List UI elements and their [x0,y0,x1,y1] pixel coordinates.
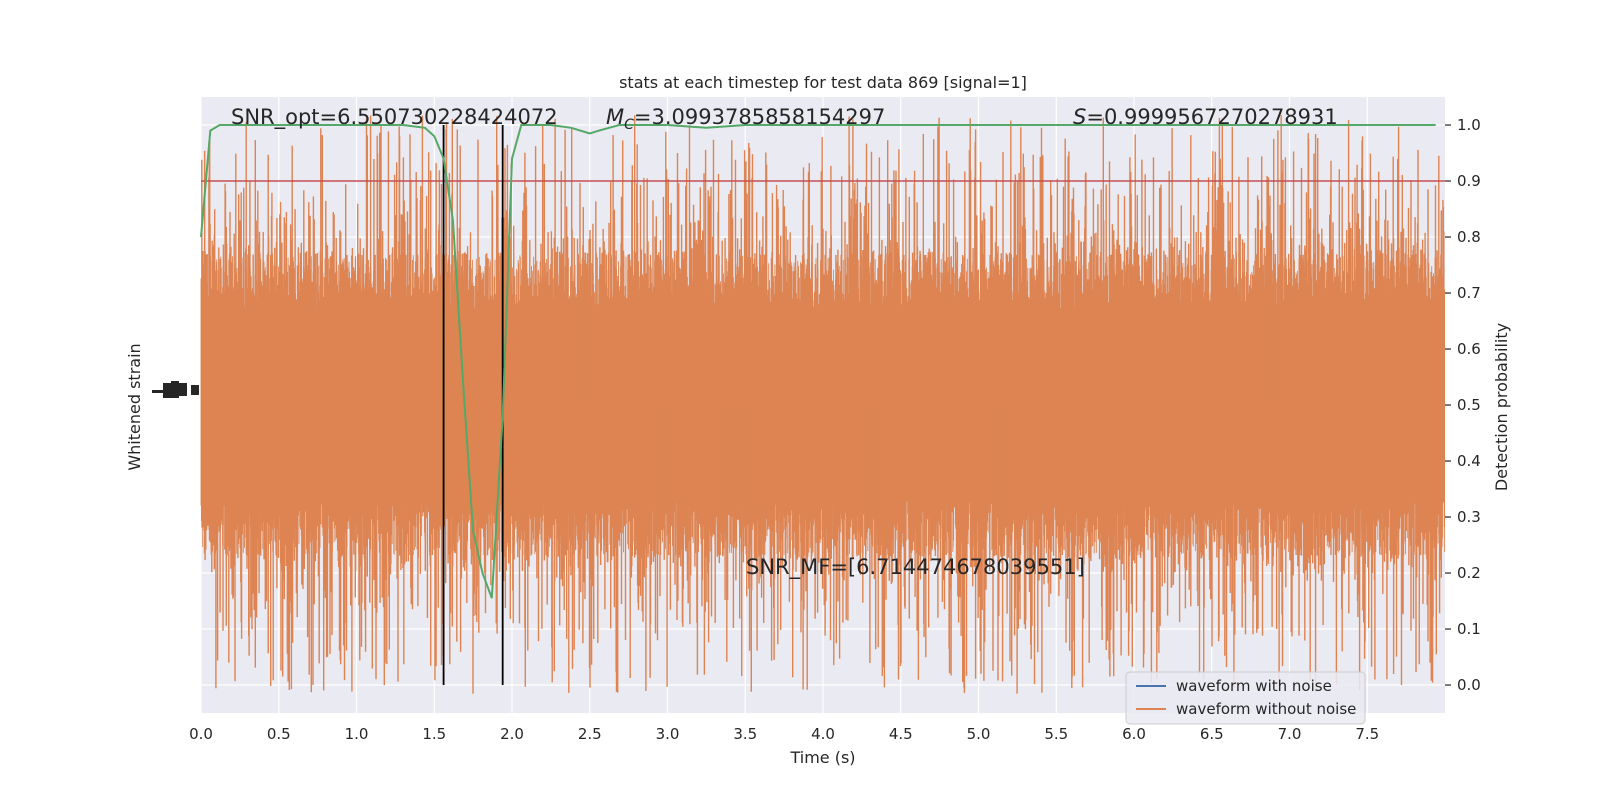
y-tick-label: 0.1 [1457,620,1481,638]
x-tick-label: 5.5 [1044,725,1068,743]
y-tick-label: 0.4 [1457,452,1481,470]
x-tick-label: 0.0 [189,725,213,743]
left-axis-tick-mark [191,385,199,395]
strain-series [200,115,1446,694]
chart-title: stats at each timestep for test data 869… [619,73,1027,92]
x-axis-ticks: 0.0 0.5 1.0 1.5 2.0 2.5 3.0 3.5 4.0 4.5 5.0 5.5 6.0 6… [189,725,1379,743]
legend: waveform with noise waveform without noi… [1125,671,1366,725]
y-tick-label: 0.2 [1457,564,1481,582]
legend-box [1125,671,1366,725]
right-axis-label: Detection probability [1492,323,1511,491]
snr-mf-annotation: SNR_MF=[6.714474678039551] [746,555,1085,580]
y-tick-label: 0.0 [1457,676,1481,694]
left-axis-tick-marks [152,381,199,398]
strain-spikes [201,115,1445,694]
y-tick-label: 0.5 [1457,396,1481,414]
s-value: =0.9999567270278931 [1086,105,1337,129]
mc-value: =3.0993785858154297 [634,105,885,129]
x-axis-label: Time (s) [789,748,855,767]
detection-probability-line [200,124,1436,599]
left-axis-tick-mark [179,383,187,396]
x-tick-label: 6.5 [1200,725,1224,743]
x-tick-label: 4.5 [889,725,913,743]
mc-annotation: MC=3.0993785858154297 [606,105,885,133]
y-tick-label: 0.6 [1457,340,1481,358]
x-tick-label: 6.0 [1122,725,1146,743]
x-tick-label: 1.0 [345,725,369,743]
x-tick-label: 3.0 [656,725,680,743]
y-tick-label: 0.3 [1457,508,1481,526]
legend-label-without-noise: waveform without noise [1176,700,1356,718]
mc-symbol: M [606,105,624,129]
x-tick-label: 7.0 [1278,725,1302,743]
legend-label-with-noise: waveform with noise [1176,677,1332,695]
x-tick-label: 7.5 [1355,725,1379,743]
x-tick-label: 4.0 [811,725,835,743]
x-tick-label: 5.0 [967,725,991,743]
left-axis-tick-mark [152,390,166,393]
y-tick-label: 0.7 [1457,284,1481,302]
x-tick-label: 3.5 [733,725,757,743]
y-tick-label: 1.0 [1457,116,1481,134]
x-tick-label: 2.0 [500,725,524,743]
mc-subscript: C [624,117,634,133]
snr-opt-annotation: SNR_opt=6.550730228424072 [231,105,558,130]
s-symbol: S [1073,105,1086,129]
left-axis-tick-mark [163,383,173,398]
x-tick-label: 0.5 [267,725,291,743]
right-axis-ticks: 0.0 0.1 0.2 0.3 0.4 0.5 0.6 0.7 0.8 0.9 1.0 [1445,116,1481,694]
x-tick-label: 1.5 [422,725,446,743]
s-annotation: S=0.9999567270278931 [1073,105,1338,129]
x-tick-label: 2.5 [578,725,602,743]
left-axis-label: Whitened strain [125,343,144,470]
y-tick-label: 0.8 [1457,228,1481,246]
y-tick-label: 0.9 [1457,172,1481,190]
left-axis-tick-mark [171,381,179,398]
